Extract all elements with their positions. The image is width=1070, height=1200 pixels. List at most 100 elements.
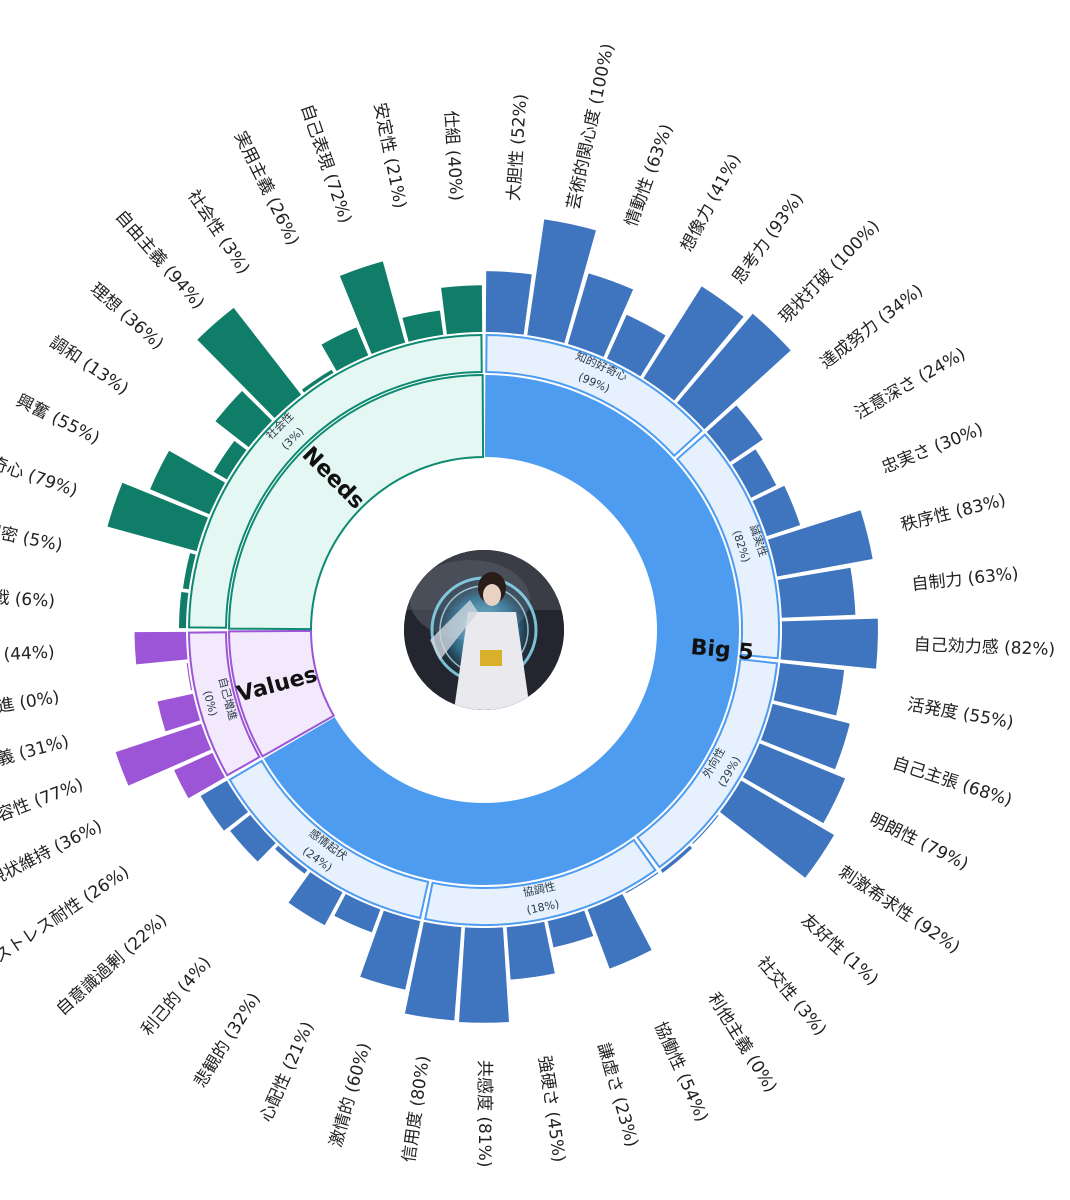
trait-label-自制力: 自制力 (63%) — [911, 564, 1020, 595]
trait-bar-友好性 — [692, 814, 719, 844]
trait-bar-思考力 — [643, 286, 744, 401]
trait-label-悲観的: 悲観的 (32%) — [191, 989, 265, 1091]
trait-bar-社交性 — [660, 845, 693, 873]
trait-label-好奇心: 好奇心 (79%) — [0, 448, 80, 501]
group-segment-誠実性 — [675, 433, 780, 660]
trait-label-自由主義: 自由主義 (94%) — [111, 207, 208, 314]
trait-bar-実用主義 — [321, 327, 369, 372]
trait-label-仕組: 仕組 (40%) — [440, 110, 466, 202]
trait-label-挑戦: 挑戦 (6%) — [0, 587, 56, 612]
trait-bar-現状維持 — [174, 752, 226, 799]
trait-label-注意深さ: 注意深さ (24%) — [851, 344, 969, 424]
trait-label-情動性: 情動性 (63%) — [622, 122, 678, 230]
trait-bar-注意深さ — [732, 449, 777, 498]
trait-label-信用度: 信用度 (80%) — [399, 1054, 434, 1163]
trait-bar-強硬さ — [506, 921, 555, 980]
trait-bar-活発度 — [773, 662, 845, 716]
group-segment-外向性 — [636, 658, 779, 869]
category-ring-needs — [227, 373, 485, 631]
trait-label-安定性: 安定性 (21%) — [369, 101, 410, 210]
trait-bar-明朗性 — [742, 743, 846, 824]
group-segment-感情起伏 — [228, 759, 430, 920]
trait-bar-協働性 — [587, 893, 652, 969]
trait-bar-自己表現 — [339, 261, 406, 354]
trait-label-利己的: 利己的 (4%) — [138, 953, 215, 1040]
group-segment-社会性 — [188, 334, 483, 629]
trait-bar-想像力 — [606, 314, 666, 377]
trait-bar-変化許容性 — [115, 723, 212, 786]
avatar — [404, 550, 564, 710]
trait-label-現状維持: 現状維持 (36%) — [0, 816, 105, 890]
trait-label-現状打破: 現状打破 (100%) — [776, 216, 884, 327]
trait-bar-自意識過剰 — [230, 814, 276, 862]
trait-label-心配性: 心配性 (21%) — [256, 1019, 318, 1125]
trait-bar-低ストレス耐性 — [200, 780, 249, 831]
trait-label-利他主義: 利他主義 (0%) — [703, 989, 780, 1096]
trait-label-活発度: 活発度 (55%) — [906, 695, 1015, 733]
trait-bar-快楽主義 — [157, 693, 201, 732]
trait-label-友好性: 友好性 (1%) — [797, 910, 882, 990]
trait-bar-興奮 — [150, 450, 226, 515]
trait-bar-自制力 — [777, 567, 856, 618]
category-ring-values — [227, 629, 336, 758]
trait-label-激情的: 激情的 (60%) — [326, 1041, 375, 1150]
trait-label-自己表現: 自己表現 (72%) — [296, 102, 355, 226]
rings-layer — [188, 334, 780, 926]
trait-label-共感度: 共感度 (81%) — [474, 1060, 494, 1167]
trait-label-刺激希求性: 刺激希求性 (92%) — [835, 862, 963, 958]
trait-bar-心配性 — [334, 893, 381, 933]
trait-bar-自己主張 — [760, 703, 850, 770]
category-label-big-5: Big 5 — [690, 635, 755, 665]
trait-label-想像力: 想像力 (41%) — [677, 151, 745, 255]
trait-label-達成努力: 達成努力 (34%) — [817, 281, 927, 373]
trait-bar-共感度 — [458, 927, 510, 1023]
trait-bar-自己超越 — [134, 631, 188, 665]
trait-bar-忠実さ — [752, 485, 801, 537]
trait-bar-大胆性 — [485, 271, 532, 335]
trait-label-快楽主義: 快楽主義 (31%) — [0, 732, 71, 784]
trait-label-大胆性: 大胆性 (52%) — [504, 93, 531, 202]
category-ring-big-5 — [263, 375, 739, 885]
trait-bar-仕組 — [441, 285, 483, 335]
trait-bar-自己増進 — [186, 662, 193, 691]
trait-label-謙虚さ: 謙虚さ (23%) — [593, 1041, 642, 1150]
trait-bar-利他主義 — [625, 872, 659, 894]
trait-label-理想: 理想 (36%) — [86, 279, 167, 354]
trait-bar-秩序性 — [767, 510, 873, 577]
trait-label-思考力: 思考力 (93%) — [729, 189, 808, 288]
trait-label-興奮: 興奮 (55%) — [13, 391, 103, 449]
trait-bar-激情的 — [360, 910, 421, 990]
trait-bar-利己的 — [275, 845, 308, 874]
trait-bar-挑戦 — [178, 592, 189, 629]
trait-label-自己増進: 自己増進 (0%) — [0, 687, 61, 725]
trait-bar-刺激希求性 — [719, 780, 835, 878]
trait-bar-達成努力 — [706, 405, 763, 462]
trait-bar-芸術的関心度 — [527, 219, 596, 344]
trait-label-忠実さ: 忠実さ (30%) — [879, 419, 986, 478]
trait-label-協働性: 協働性 (54%) — [650, 1019, 712, 1125]
trait-bar-親密 — [182, 553, 196, 590]
trait-bar-悲観的 — [288, 872, 343, 926]
trait-bar-安定性 — [402, 310, 444, 342]
group-segment-知的好奇心 — [485, 334, 703, 458]
trait-bar-現状打破 — [676, 313, 791, 430]
trait-label-自意識過剰: 自意識過剰 (22%) — [53, 910, 172, 1020]
bars-layer — [107, 219, 878, 1023]
trait-label-強硬さ: 強硬さ (45%) — [534, 1054, 569, 1163]
trait-bar-自己効力感 — [780, 618, 878, 669]
trait-label-自己効力感: 自己効力感 (82%) — [913, 635, 1055, 660]
trait-bar-情動性 — [567, 273, 634, 358]
trait-label-芸術的関心度: 芸術的関心度 (100%) — [564, 42, 619, 212]
trait-bar-信用度 — [404, 921, 462, 1021]
trait-label-秩序性: 秩序性 (83%) — [899, 490, 1008, 535]
trait-label-親密: 親密 (5%) — [0, 521, 64, 556]
group-label: 協調性 — [522, 879, 557, 900]
trait-bar-社会性 — [301, 369, 334, 393]
trait-bar-自由主義 — [197, 307, 302, 418]
trait-bar-理想 — [215, 390, 272, 448]
trait-label-明朗性: 明朗性 (79%) — [866, 810, 971, 875]
group-segment-自己増進 — [188, 631, 261, 777]
trait-label-社会性: 社会性 (3%) — [183, 187, 253, 278]
trait-bar-好奇心 — [107, 482, 208, 552]
